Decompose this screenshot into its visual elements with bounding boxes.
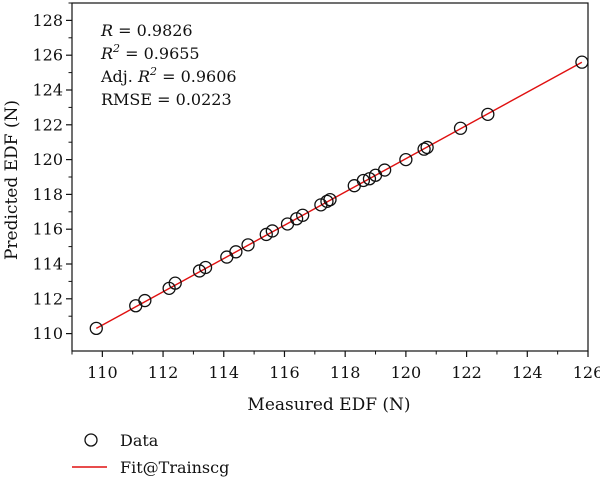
data-point [265,224,279,238]
chart-marks [89,55,589,336]
data-point [229,245,243,259]
x-tick-label: 114 [208,363,239,382]
y-tick-label: 128 [32,11,63,30]
y-tick-label: 118 [32,185,63,204]
x-tick-label: 110 [87,363,118,382]
stat-prefix: Adj. [100,67,138,86]
data-point [198,260,213,275]
x-tick-label: 116 [269,363,300,382]
data-point [453,121,468,135]
y-tick-label: 122 [32,115,63,134]
stat-value: = 0.9826 [113,21,193,40]
data-point [356,173,371,188]
data-point [296,208,310,222]
data-point [481,107,495,122]
data-point [417,142,431,156]
stat-symbol: R [137,67,150,86]
stat-value: = 0.9606 [157,67,237,86]
data-point [168,276,182,290]
data-point [420,140,434,155]
x-axis-label: Measured EDF (N) [247,395,410,415]
data-point [129,299,143,313]
stat-line: R = 0.9826 [100,21,193,40]
legend-label-fit: Fit@Trainscg [120,458,229,477]
stat-line: RMSE = 0.0223 [101,90,232,109]
data-point [138,293,152,308]
y-tick-label: 126 [32,46,63,65]
stat-symbol: R [100,44,113,63]
x-tick-label: 124 [512,363,543,382]
data-point [241,238,255,252]
stat-superscript: 2 [112,42,120,55]
stat-superscript: 2 [149,65,157,78]
stat-value: = 0.9655 [120,44,200,63]
data-point [89,321,103,336]
data-point [377,163,392,177]
data-point [320,194,334,209]
y-tick-label: 114 [32,255,63,274]
legend-data-marker [84,433,98,447]
x-tick-label: 126 [573,363,600,382]
y-tick-label: 124 [32,81,63,100]
data-point [575,55,589,69]
y-tick-label: 110 [32,324,63,343]
x-tick-label: 122 [451,363,482,382]
legend: Data Fit@Trainscg [72,431,229,477]
data-point [347,179,361,193]
y-axis-label: Predicted EDF (N) [2,100,22,260]
x-tick-label: 118 [330,363,361,382]
y-tick-label: 112 [32,289,63,308]
stat-symbol: R [100,21,113,40]
data-point [323,192,337,207]
axis-ticks: 110 112 114 116 118 120 122 124 126 110 112 114 116 1… [32,2,600,382]
data-point [399,152,413,167]
y-tick-label: 116 [32,220,63,239]
stat-line: Adj. R2 = 0.9606 [100,65,237,86]
x-tick-label: 112 [148,363,179,382]
y-tick-label: 120 [32,150,63,169]
legend-label-data: Data [120,431,159,450]
stat-value: RMSE = 0.0223 [101,90,232,109]
stat-line: R2 = 0.9655 [100,42,200,63]
x-tick-label: 120 [391,363,422,382]
fit-line [95,61,583,330]
